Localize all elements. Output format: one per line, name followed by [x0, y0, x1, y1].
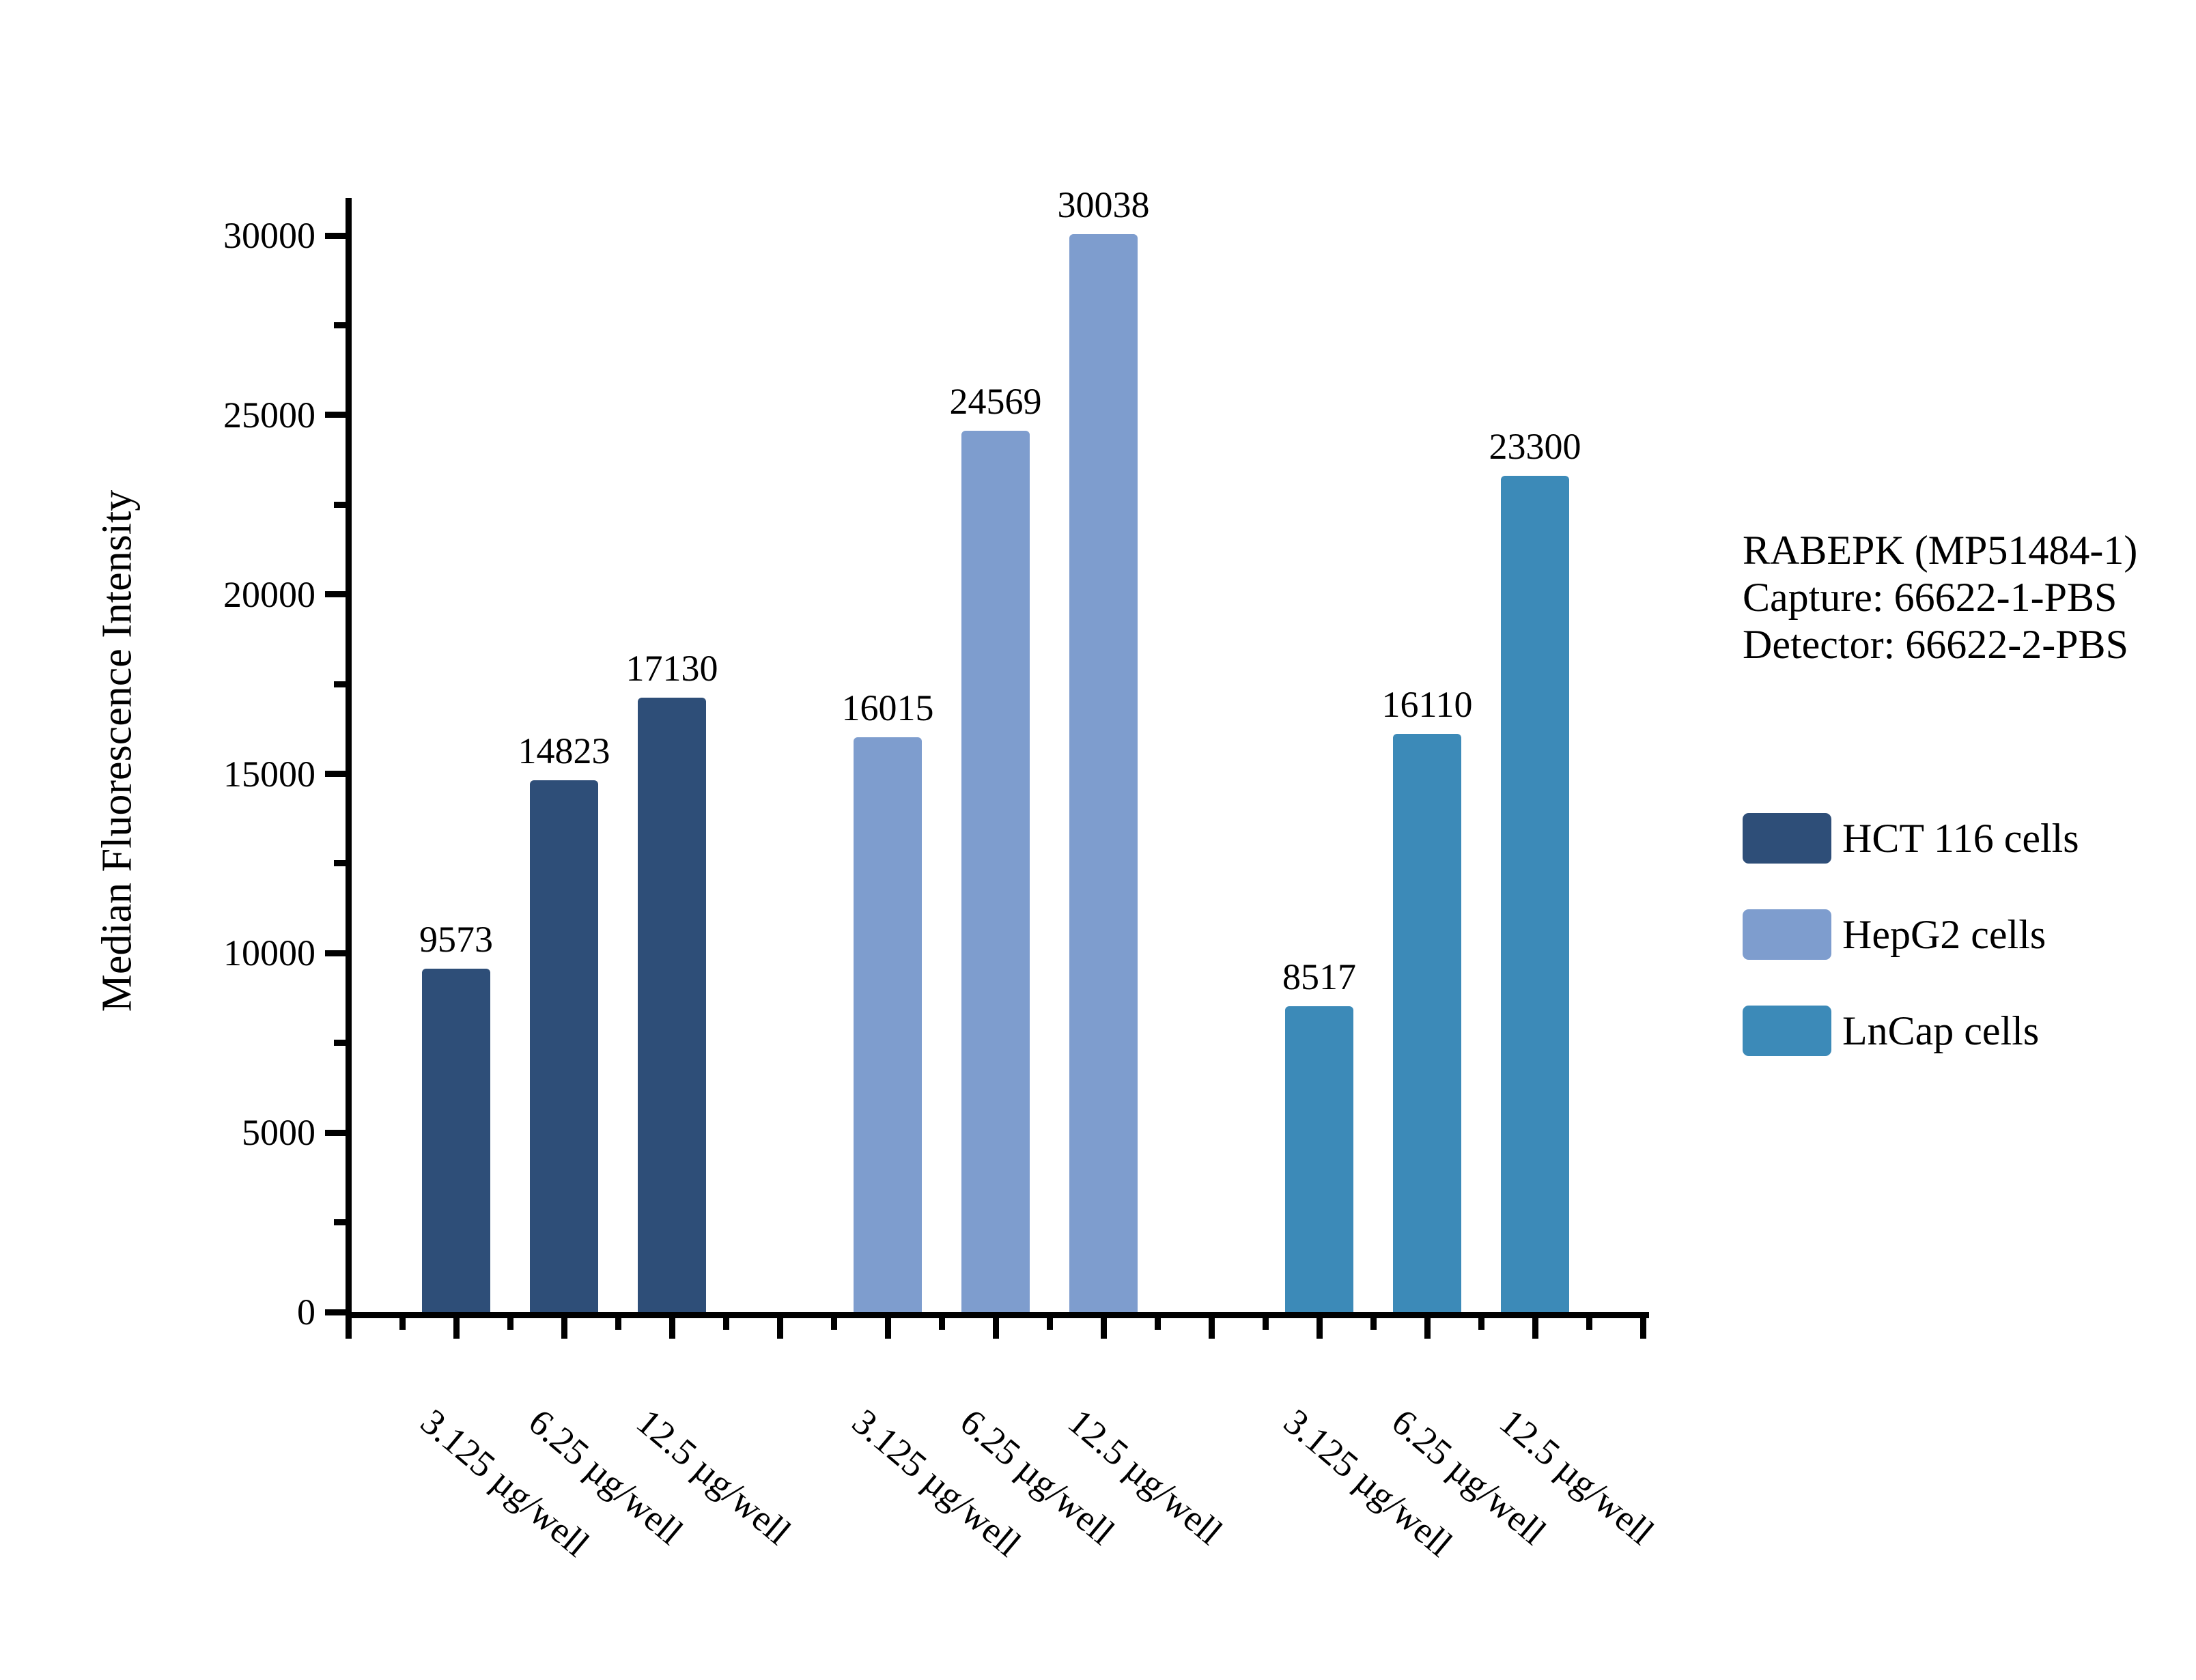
y-minor-tick: [334, 1040, 346, 1047]
y-axis-line: [346, 198, 352, 1318]
y-tick-label: 10000: [223, 932, 315, 974]
x-major-tick: [1100, 1318, 1107, 1339]
x-major-tick: [561, 1318, 567, 1339]
y-tick-label: 5000: [242, 1112, 315, 1154]
y-minor-tick: [334, 860, 346, 867]
x-minor-tick: [1154, 1318, 1161, 1330]
annotation-line-detector: Detector: 66622-2-PBS: [1743, 622, 2128, 667]
bar-value-label: 16015: [841, 687, 934, 729]
x-minor-tick: [1586, 1318, 1592, 1330]
x-minor-tick: [938, 1318, 945, 1330]
bar-hepg2-cells-6.25: [961, 430, 1030, 1312]
bar-value-label: 23300: [1489, 426, 1581, 468]
x-major-tick: [1208, 1318, 1215, 1339]
y-minor-tick: [334, 322, 346, 329]
y-tick-label: 25000: [223, 394, 315, 436]
y-tick-label: 20000: [223, 573, 315, 615]
annotation-line-protein: RABEPK (MP51484-1): [1743, 528, 2138, 573]
bar-lncap-cells-12.5: [1501, 476, 1569, 1312]
y-major-tick: [325, 950, 346, 956]
y-major-tick: [325, 412, 346, 418]
legend-item-hct116: HCT 116 cells: [1743, 813, 2079, 864]
y-major-tick: [325, 771, 346, 778]
y-tick-label: 15000: [223, 753, 315, 795]
y-tick-label: 30000: [223, 215, 315, 257]
x-major-tick: [668, 1318, 675, 1339]
x-minor-tick: [399, 1318, 406, 1330]
x-major-tick: [992, 1318, 999, 1339]
x-major-tick: [884, 1318, 891, 1339]
bar-hepg2-cells-12.5: [1069, 234, 1138, 1312]
bar-value-label: 8517: [1282, 956, 1356, 998]
y-major-tick: [325, 1129, 346, 1136]
y-minor-tick: [334, 1219, 346, 1226]
bar-hct-116-cells-3.125: [422, 968, 490, 1312]
legend-label-hct116: HCT 116 cells: [1842, 815, 2079, 861]
x-minor-tick: [1478, 1318, 1484, 1330]
x-major-tick: [776, 1318, 783, 1339]
y-major-tick: [325, 591, 346, 598]
x-minor-tick: [830, 1318, 837, 1330]
legend-label-lncap: LnCap cells: [1842, 1008, 2040, 1053]
x-minor-tick: [1262, 1318, 1269, 1330]
bar-value-label: 16110: [1381, 684, 1473, 726]
annotation-line-capture: Capture: 66622-1-PBS: [1743, 575, 2117, 620]
bar-lncap-cells-6.25: [1393, 734, 1461, 1312]
bar-hct-116-cells-12.5: [638, 697, 706, 1312]
x-minor-tick: [507, 1318, 513, 1330]
x-major-tick: [1424, 1318, 1431, 1339]
bar-value-label: 9573: [419, 918, 493, 960]
bar-value-label: 30038: [1057, 184, 1150, 226]
x-major-tick: [1316, 1318, 1323, 1339]
annotation-block: RABEPK (MP51484-1) Capture: 66622-1-PBS …: [1743, 527, 2137, 668]
y-minor-tick: [334, 501, 346, 508]
bar-value-label: 17130: [625, 647, 718, 689]
bar-hepg2-cells-3.125: [854, 737, 922, 1312]
legend-swatch-hepg2: [1743, 909, 1831, 960]
x-major-tick: [453, 1318, 460, 1339]
x-major-tick: [1639, 1318, 1646, 1339]
x-minor-tick: [722, 1318, 729, 1330]
bar-value-label: 14823: [518, 730, 610, 771]
legend-item-hepg2: HepG2 cells: [1743, 909, 2046, 960]
y-tick-label: 0: [297, 1292, 315, 1333]
x-minor-tick: [615, 1318, 621, 1330]
legend-swatch-hct116: [1743, 813, 1831, 864]
legend-label-hepg2: HepG2 cells: [1842, 911, 2046, 957]
legend-item-lncap: LnCap cells: [1743, 1006, 2039, 1056]
x-axis-line: [346, 1312, 1649, 1318]
x-minor-tick: [1046, 1318, 1053, 1330]
bar-hct-116-cells-6.25: [530, 780, 598, 1312]
x-major-tick: [345, 1318, 352, 1339]
y-minor-tick: [334, 681, 346, 687]
bar-value-label: 24569: [949, 380, 1042, 422]
x-minor-tick: [1370, 1318, 1377, 1330]
bar-lncap-cells-3.125: [1285, 1006, 1353, 1312]
y-major-tick: [325, 1309, 346, 1315]
x-major-tick: [1532, 1318, 1538, 1339]
y-major-tick: [325, 232, 346, 239]
legend-swatch-lncap: [1743, 1006, 1831, 1056]
